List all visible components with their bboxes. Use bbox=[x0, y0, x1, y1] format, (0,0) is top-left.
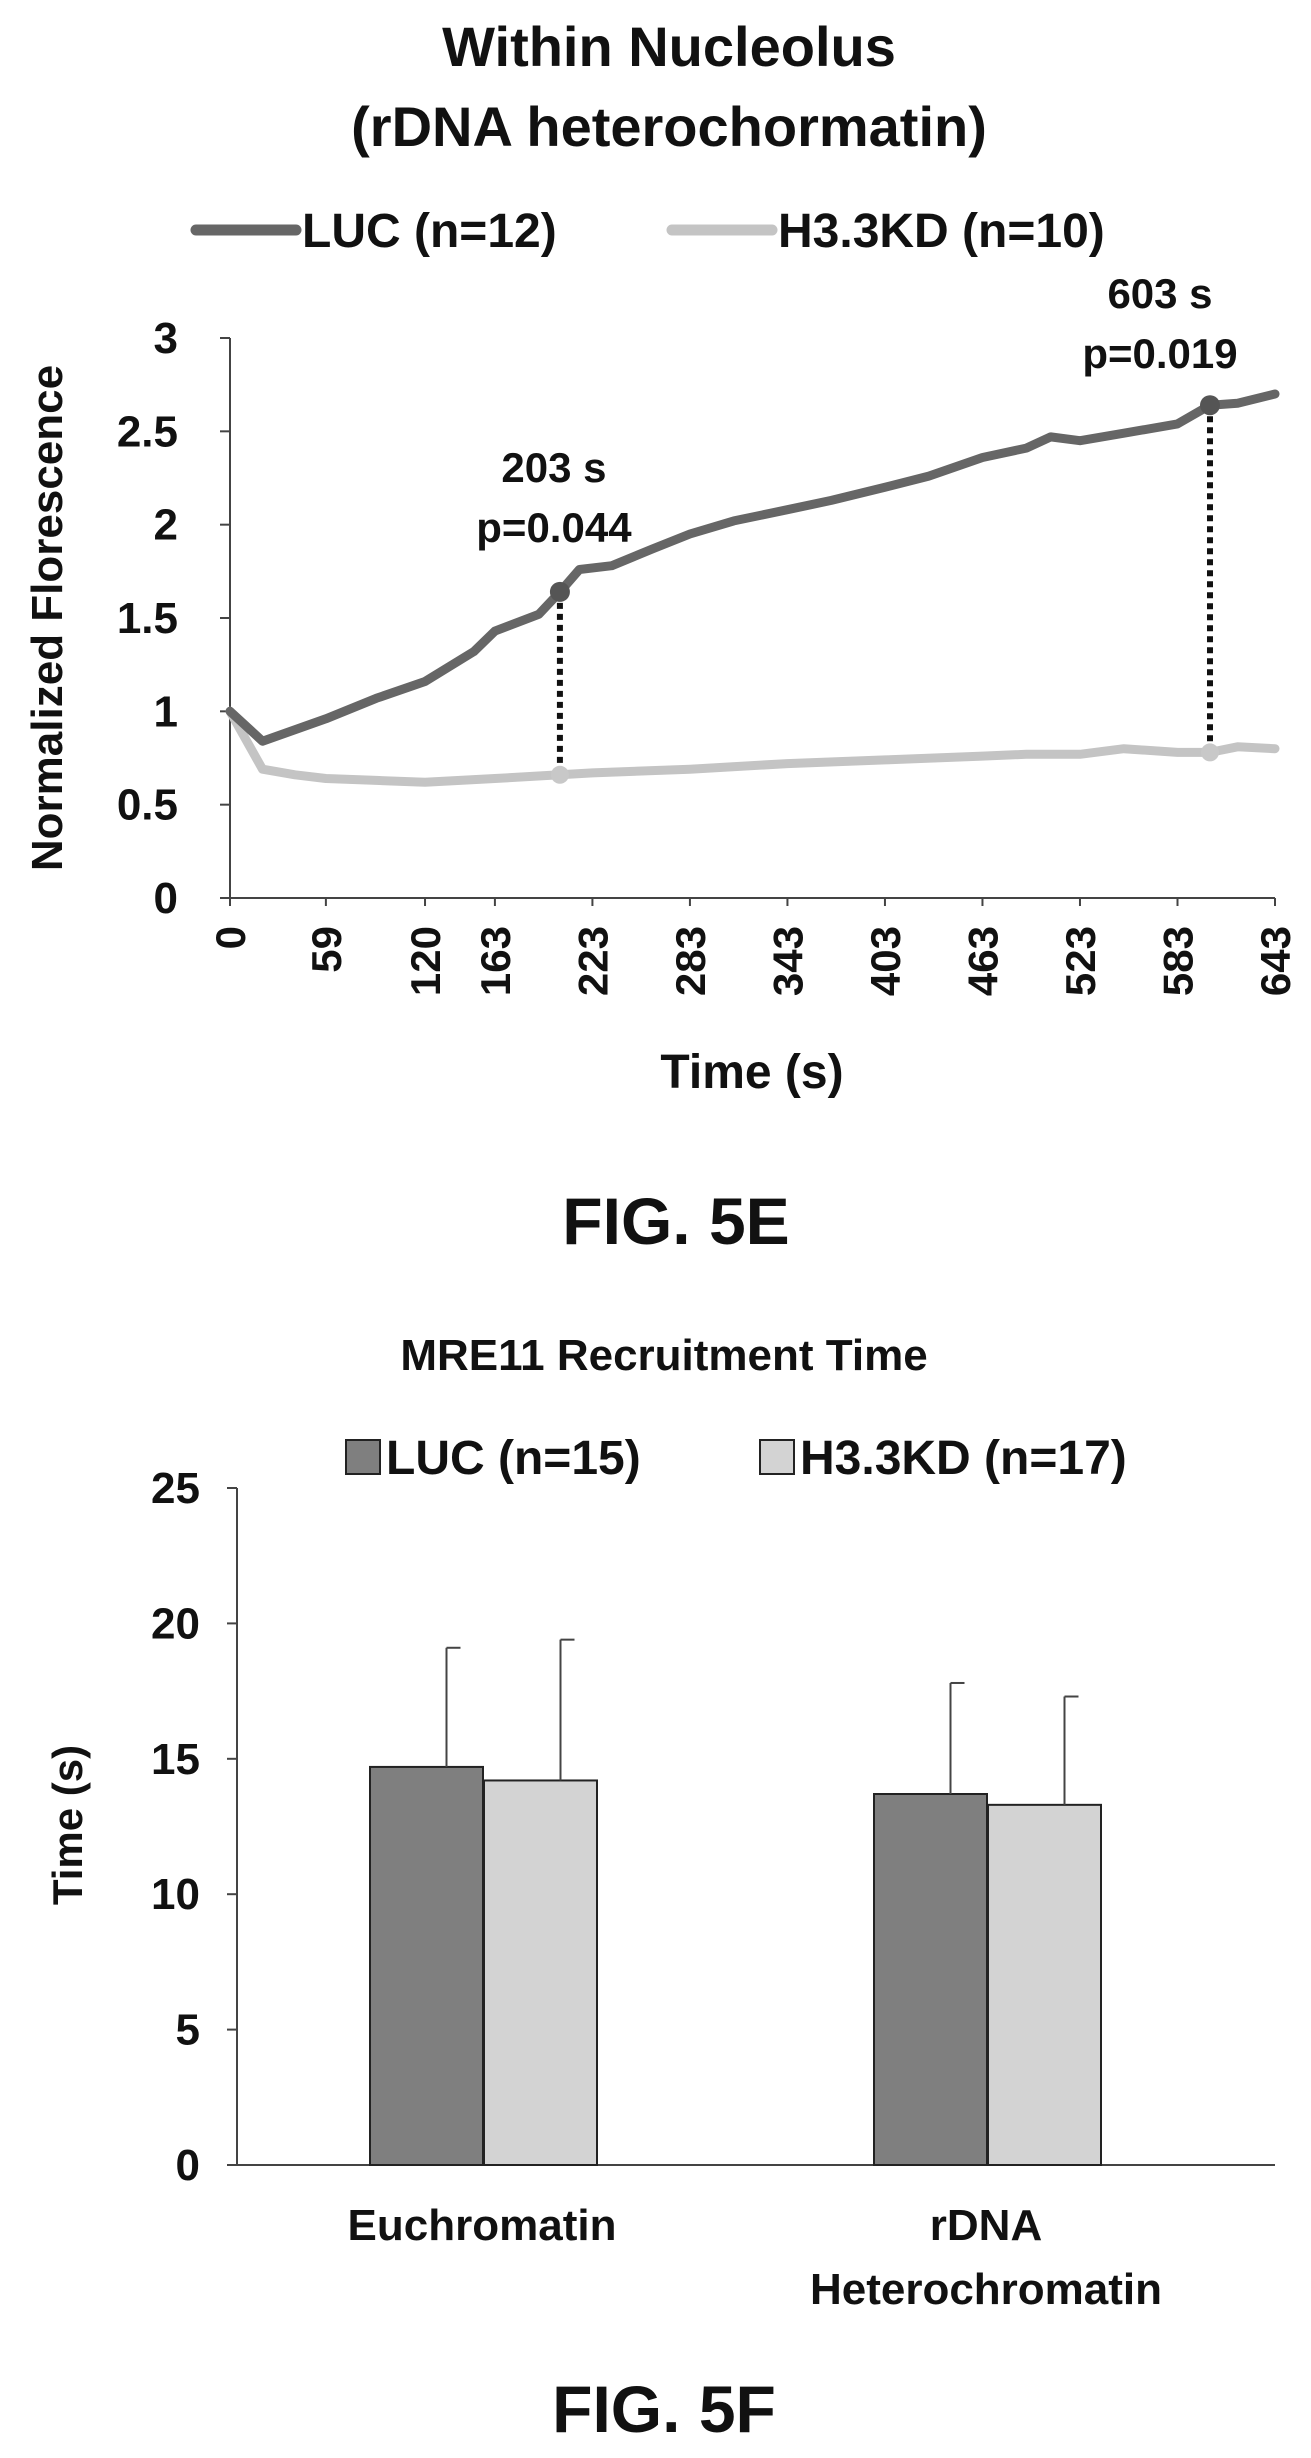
bar-luc bbox=[873, 1793, 988, 2167]
figure-label: FIG. 5E bbox=[562, 1184, 789, 1258]
line-chart: Within Nucleolus (rDNA heterochormatin) LU… bbox=[23, 15, 1299, 1258]
y-tick-label: 0.5 bbox=[117, 781, 178, 830]
x-tick-label: 403 bbox=[862, 926, 909, 996]
x-axis-label: Time (s) bbox=[660, 1046, 843, 1099]
bar-luc bbox=[369, 1765, 484, 2166]
legend-swatch bbox=[345, 1439, 381, 1475]
x-tick-label: 59 bbox=[303, 926, 350, 973]
legend-swatch bbox=[759, 1439, 795, 1475]
annotation-point-luc bbox=[1199, 395, 1220, 416]
annotation-point-luc bbox=[549, 581, 570, 602]
y-axis-label: Time (s) bbox=[44, 1745, 91, 1905]
annotation-time: 203 s bbox=[501, 444, 606, 491]
annotation-point-h33kd bbox=[1200, 743, 1219, 762]
y-tick-label: 0 bbox=[176, 2141, 200, 2190]
annotation-p-value: p=0.019 bbox=[1082, 330, 1237, 377]
y-axis-label: Normalized Florescence bbox=[23, 365, 72, 871]
y-tick-label: 15 bbox=[151, 1735, 200, 1784]
legend: LUC (n=15) H3.3KD (n=17) bbox=[345, 1432, 1127, 1485]
y-tick-label: 5 bbox=[176, 2006, 200, 2055]
y-tick-label: 1 bbox=[154, 687, 178, 736]
annotation-p-value: p=0.044 bbox=[476, 504, 632, 551]
chart-subtitle: (rDNA heterochormatin) bbox=[351, 95, 987, 158]
x-tick-label: 343 bbox=[764, 926, 811, 996]
legend-label: LUC (n=15) bbox=[386, 1432, 641, 1485]
x-tick-label: 643 bbox=[1252, 926, 1299, 996]
y-tick-label: 1.5 bbox=[117, 594, 178, 643]
y-tick-label: 2.5 bbox=[117, 407, 178, 456]
chart-title: MRE11 Recruitment Time bbox=[400, 1331, 927, 1380]
figure-label: FIG. 5F bbox=[552, 2372, 776, 2446]
x-tick-label: 583 bbox=[1154, 926, 1201, 996]
legend-label: LUC (n=12) bbox=[302, 205, 557, 258]
bar-chart: MRE11 Recruitment Time LUC (n=15) H3.3KD (… bbox=[44, 1331, 1275, 2446]
x-tick-label: 463 bbox=[959, 926, 1006, 996]
x-tick-label: 163 bbox=[472, 926, 519, 996]
bar-h33kd bbox=[987, 1803, 1102, 2167]
x-tick-label: 223 bbox=[569, 926, 616, 996]
y-tick-label: 25 bbox=[151, 1464, 200, 1513]
legend-label: H3.3KD (n=17) bbox=[800, 1432, 1127, 1485]
series-line-h33kd bbox=[225, 706, 1280, 787]
category-label: Euchromatin bbox=[348, 2201, 617, 2250]
y-tick-label: 0 bbox=[154, 874, 178, 923]
annotation-point-h33kd bbox=[550, 765, 569, 784]
legend: LUC (n=12) H3.3KD (n=10) bbox=[190, 205, 1105, 258]
y-tick-label: 20 bbox=[151, 1599, 200, 1648]
x-tick-label: 523 bbox=[1057, 926, 1104, 996]
x-tick-label: 283 bbox=[667, 926, 714, 996]
category-label: Heterochromatin bbox=[810, 2265, 1162, 2314]
x-tick-label: 120 bbox=[402, 926, 449, 996]
y-tick-label: 10 bbox=[151, 1870, 200, 1919]
chart-title: Within Nucleolus bbox=[442, 15, 896, 78]
bar-h33kd bbox=[483, 1779, 598, 2166]
legend-label: H3.3KD (n=10) bbox=[778, 205, 1105, 258]
x-tick-label: 0 bbox=[207, 926, 254, 949]
y-tick-label: 2 bbox=[154, 501, 178, 550]
annotation-time: 603 s bbox=[1107, 270, 1212, 317]
series-line-luc bbox=[225, 389, 1280, 746]
y-tick-label: 3 bbox=[154, 314, 178, 363]
category-label: rDNA bbox=[930, 2201, 1042, 2250]
